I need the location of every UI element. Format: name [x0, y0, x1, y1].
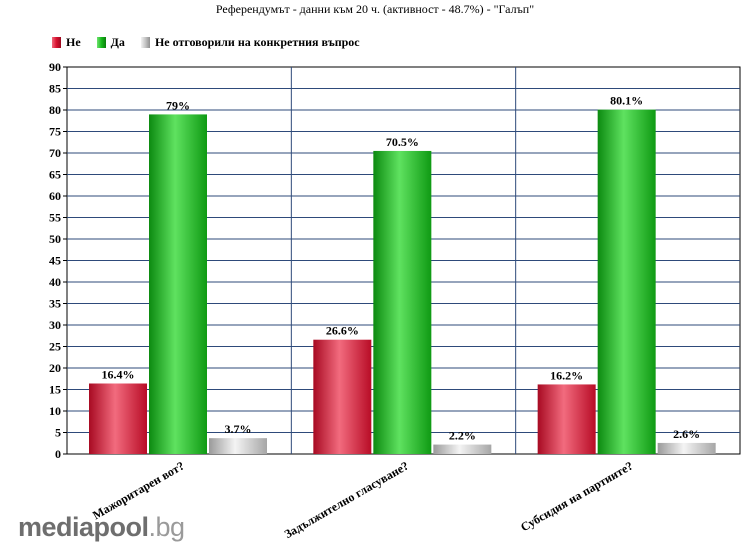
data-label: 3.7%	[225, 422, 252, 436]
bar-top-highlight	[89, 381, 147, 384]
data-label: 2.2%	[449, 429, 476, 443]
legend-item-no: Не	[52, 35, 81, 50]
bar-noanswer	[657, 442, 716, 454]
bar-top-highlight	[209, 436, 267, 439]
data-label: 16.4%	[102, 367, 135, 381]
y-tick-label: 60	[49, 189, 61, 203]
y-tick-label: 40	[49, 275, 61, 289]
y-tick-label: 20	[49, 361, 61, 375]
y-tick-label: 85	[49, 82, 61, 96]
y-tick-label: 65	[49, 168, 61, 182]
bar-top-highlight	[373, 148, 432, 151]
y-tick-label: 50	[49, 232, 61, 246]
bar-no	[89, 383, 147, 454]
bar-no	[537, 384, 596, 454]
bar-top-highlight	[597, 107, 656, 110]
x-category-label: Задължително гласуване?	[282, 458, 411, 541]
data-label: 16.2%	[550, 368, 583, 382]
y-tick-label: 0	[55, 447, 61, 461]
legend-swatch-yes	[96, 36, 106, 48]
y-tick-label: 55	[49, 211, 61, 225]
legend: Не Да Не отговорили на конкретния въпрос	[52, 34, 376, 50]
legend-item-noanswer: Не отговорили на конкретния въпрос	[140, 34, 360, 50]
y-tick-label: 10	[49, 404, 61, 418]
y-tick-label: 90	[49, 60, 61, 74]
bar-no	[313, 339, 372, 454]
y-tick-label: 80	[49, 103, 61, 117]
legend-label-noanswer: Не отговорили на конкретния въпрос	[154, 34, 360, 49]
bar-top-highlight	[657, 440, 716, 443]
x-category-label: Субсидия на партиите?	[518, 458, 635, 534]
y-tick-label: 15	[49, 383, 61, 397]
watermark-tld: .bg	[148, 512, 186, 542]
bar-yes	[149, 114, 207, 455]
legend-swatch-noanswer	[140, 36, 150, 48]
data-label: 70.5%	[386, 135, 419, 149]
watermark-name: mediapool	[18, 512, 149, 542]
bar-yes	[597, 109, 656, 454]
y-tick-label: 70	[49, 146, 61, 160]
y-tick-label: 25	[49, 340, 61, 354]
bar-top-highlight	[433, 442, 492, 445]
legend-swatch-no	[52, 36, 61, 48]
bar-yes	[373, 150, 432, 454]
bar-noanswer	[209, 438, 267, 454]
y-tick-label: 75	[49, 125, 61, 139]
data-label: 79%	[166, 98, 190, 112]
data-label: 2.6%	[673, 427, 700, 441]
legend-label-no: Не	[66, 34, 81, 49]
legend-label-yes: Да	[110, 34, 125, 49]
y-tick-label: 45	[49, 254, 61, 268]
watermark-logo: mediapool.bg	[18, 512, 185, 543]
bar-top-highlight	[149, 112, 207, 115]
legend-item-yes: Да	[96, 34, 125, 50]
chart-title: Референдумът - данни към 20 ч. (активнос…	[215, 2, 535, 16]
y-tick-label: 30	[49, 318, 61, 332]
bar-noanswer	[433, 444, 492, 454]
bar-top-highlight	[313, 337, 372, 340]
data-label: 80.1%	[610, 94, 643, 108]
y-tick-label: 5	[55, 426, 61, 440]
data-label: 26.6%	[326, 324, 359, 338]
y-tick-label: 35	[49, 297, 61, 311]
bar-top-highlight	[537, 382, 596, 385]
